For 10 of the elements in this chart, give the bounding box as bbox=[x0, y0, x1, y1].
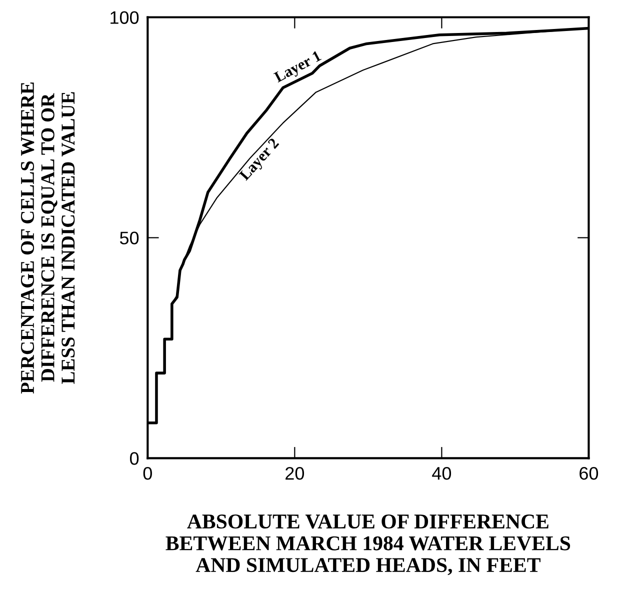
x-tick-label: 60 bbox=[580, 466, 598, 480]
x-tick-label: 40 bbox=[432, 466, 452, 480]
text: Layer 1 bbox=[273, 50, 324, 86]
y-tick-label: 50 bbox=[120, 232, 139, 244]
y-tick-label: 100 bbox=[110, 11, 139, 24]
x-tick-label: 20 bbox=[286, 466, 304, 480]
y-tick-label: 0 bbox=[130, 452, 139, 465]
y-axis-title: PERCENTAGE OF CELLS WHERE DIFFERENCE IS EQUAL TO OR LESS THAN INDICATED VALUE bbox=[20, 82, 75, 394]
x-tick-label: 0 bbox=[143, 466, 152, 480]
x-axis-title: ABSOLUTE VALUE OF DIFFERENCE BETWEEN MARCH 1984 WATER LEVELS AND SIMULATED HEADS, IN FEET bbox=[166, 514, 570, 576]
